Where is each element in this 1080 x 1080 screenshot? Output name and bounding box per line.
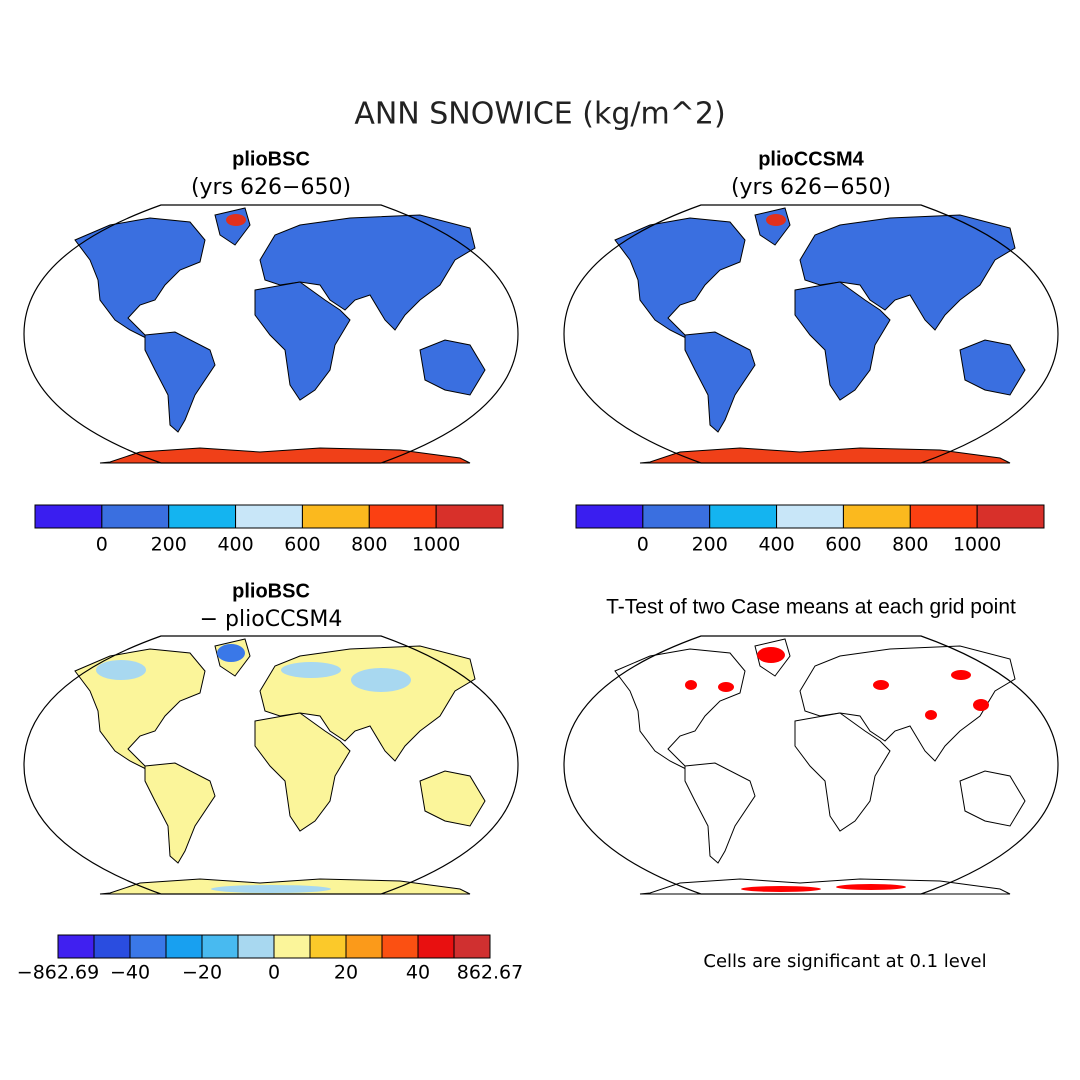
map [563,204,1059,464]
colorbar-swatch [575,504,644,529]
colorbar-label: 400 [758,534,794,556]
panel-title: T-Test of two Case means at each grid po… [606,596,1016,619]
colorbar-label: 1000 [953,534,1001,556]
colorbar-swatch [201,934,239,959]
colorbar-swatch [129,934,167,959]
colorbar-label: 0 [268,962,280,984]
colorbar-label: 1000 [412,534,460,556]
colorbar-label: −40 [110,962,150,984]
colorbar-swatch [273,934,311,959]
colorbar-swatch [776,504,844,529]
colorbar-swatch [368,504,437,529]
colorbar-swatch [345,934,383,959]
colorbar-label: 800 [892,534,928,556]
panel-title: plioBSC [232,580,310,602]
colorbar-swatch [435,504,504,529]
map [23,204,519,464]
panel-subtitle: (yrs 626−650) [731,175,891,200]
colorbar-label: 400 [217,534,253,556]
colorbar-label: 0 [96,534,108,556]
colorbar-label: 200 [692,534,728,556]
panel-title: plioBSC [232,148,310,170]
figure-title: ANN SNOWICE (kg/m^2) [354,97,725,132]
colorbar-label: −20 [182,962,222,984]
colorbar-swatch [237,934,275,959]
colorbar-label: −862.69 [17,962,99,984]
colorbar-swatch [93,934,131,959]
colorbar-swatch [235,504,303,529]
panel-title: plioCCSM4 [758,148,864,170]
colorbar-swatch [381,934,419,959]
colorbar-swatch [34,504,103,529]
colorbar-swatch [909,504,978,529]
colorbar-label: 600 [284,534,320,556]
colorbar-swatch [453,934,491,959]
colorbar-label: 862.67 [457,962,523,984]
colorbar-label: 0 [637,534,649,556]
panel-subtitle: (yrs 626−650) [191,175,351,200]
colorbar-label: 800 [351,534,387,556]
colorbar-swatch [642,504,711,529]
colorbar-label: 600 [825,534,861,556]
panel-note: Cells are significant at 0.1 level [703,951,986,972]
colorbar-label: 200 [151,534,187,556]
colorbar-swatch [976,504,1045,529]
colorbar-swatch [101,504,170,529]
panel-subtitle: − plioCCSM4 [200,607,343,632]
colorbar-swatch [709,504,778,529]
colorbar-swatch [309,934,347,959]
colorbar-swatch [301,504,370,529]
colorbar-swatch [168,504,237,529]
colorbar-swatch [417,934,455,959]
colorbar-label: 20 [334,962,358,984]
colorbar-swatch [165,934,203,959]
colorbar-label: 40 [406,962,430,984]
colorbar-swatch [57,934,95,959]
map [23,635,519,895]
colorbar-swatch [842,504,911,529]
map [563,635,1059,895]
